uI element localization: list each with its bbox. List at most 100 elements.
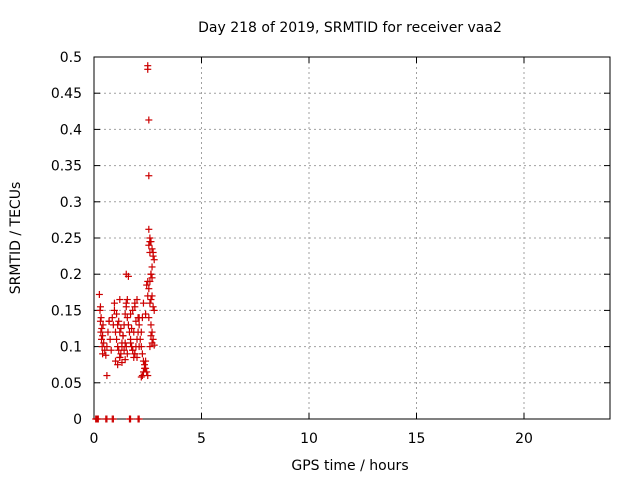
data-point xyxy=(142,357,150,365)
data-point xyxy=(95,290,103,298)
data-point xyxy=(145,172,153,180)
data-point xyxy=(112,357,119,365)
data-point xyxy=(124,272,132,280)
data-point xyxy=(97,314,105,322)
data-point xyxy=(135,415,143,423)
y-tick-label: 0 xyxy=(73,412,82,428)
data-point xyxy=(96,317,104,325)
scatter-points xyxy=(92,62,158,423)
data-point xyxy=(148,274,156,282)
data-point xyxy=(102,351,110,359)
data-point xyxy=(108,314,116,322)
data-point xyxy=(116,328,124,336)
data-point xyxy=(148,245,156,253)
data-point xyxy=(141,364,149,372)
y-tick-label: 0.35 xyxy=(51,159,82,175)
data-point xyxy=(98,335,106,343)
data-point xyxy=(106,335,114,343)
data-point xyxy=(135,321,143,329)
data-point xyxy=(132,317,140,325)
data-point xyxy=(137,373,145,381)
data-point xyxy=(136,335,144,343)
y-tick-label: 0.1 xyxy=(60,340,82,356)
data-point xyxy=(109,415,117,423)
data-point xyxy=(143,281,151,289)
data-point xyxy=(149,335,157,343)
data-point xyxy=(114,321,122,329)
data-point xyxy=(147,270,155,278)
data-point xyxy=(145,314,153,322)
data-point xyxy=(101,346,109,354)
data-point xyxy=(142,310,150,318)
data-point xyxy=(150,341,158,349)
data-point xyxy=(110,306,118,314)
data-point xyxy=(135,314,143,322)
data-point xyxy=(127,415,135,423)
plot-frame xyxy=(93,56,611,420)
data-point xyxy=(120,346,128,354)
data-point xyxy=(147,321,155,329)
data-point xyxy=(98,325,106,332)
data-point xyxy=(145,225,153,233)
data-point xyxy=(99,321,107,329)
data-point xyxy=(97,328,105,336)
data-point xyxy=(133,353,141,361)
data-point xyxy=(99,350,107,358)
data-point xyxy=(139,299,147,307)
data-point xyxy=(128,325,136,332)
x-tick-label: 20 xyxy=(515,431,533,447)
data-point xyxy=(129,346,137,354)
data-point xyxy=(105,317,113,325)
data-point xyxy=(113,335,121,343)
grid xyxy=(94,57,610,419)
data-point xyxy=(107,346,115,354)
data-point xyxy=(119,332,127,340)
data-point xyxy=(122,303,130,311)
data-point xyxy=(138,350,146,358)
data-point xyxy=(116,296,124,304)
data-point xyxy=(139,368,147,376)
y-tick-label: 0.25 xyxy=(51,231,82,247)
data-point xyxy=(127,339,135,347)
data-point xyxy=(94,415,102,423)
data-point xyxy=(116,353,124,361)
y-tick-label: 0.45 xyxy=(51,86,82,102)
data-point xyxy=(121,356,129,364)
axis-ticks: 0 0.05 0.1 0.15 0.2 0.25 0.3 0.35 0.4 0.45 0.5 0 5 10… xyxy=(51,50,610,447)
data-point xyxy=(148,328,156,336)
x-tick-label: 15 xyxy=(408,431,426,447)
data-point xyxy=(145,241,153,249)
data-point xyxy=(137,343,145,351)
y-axis-label: SRMTID / TECUs xyxy=(8,182,24,295)
data-point xyxy=(115,317,123,325)
data-point xyxy=(127,310,135,318)
data-point xyxy=(145,116,153,124)
data-point xyxy=(149,252,157,260)
y-tick-label: 0.5 xyxy=(60,50,82,66)
y-tick-label: 0.4 xyxy=(60,122,82,138)
data-point xyxy=(147,332,155,340)
data-point xyxy=(130,328,138,336)
data-point xyxy=(146,299,154,307)
data-point xyxy=(123,314,131,322)
data-point xyxy=(100,339,108,347)
data-point xyxy=(137,328,145,336)
data-point xyxy=(133,296,141,304)
data-point xyxy=(148,263,156,271)
data-point xyxy=(148,292,156,300)
y-tick-label: 0.3 xyxy=(60,195,82,211)
data-point xyxy=(117,350,125,358)
data-point xyxy=(150,256,158,264)
data-point xyxy=(123,350,131,358)
data-point xyxy=(149,303,157,311)
data-point xyxy=(145,285,153,293)
data-point xyxy=(150,306,158,314)
x-tick-label: 0 xyxy=(90,431,99,447)
y-tick-label: 0.05 xyxy=(51,376,82,392)
data-point xyxy=(131,303,139,311)
data-point xyxy=(110,299,118,307)
data-point xyxy=(129,306,137,314)
x-axis-label: GPS time / hours xyxy=(291,458,408,474)
data-point xyxy=(96,303,104,311)
